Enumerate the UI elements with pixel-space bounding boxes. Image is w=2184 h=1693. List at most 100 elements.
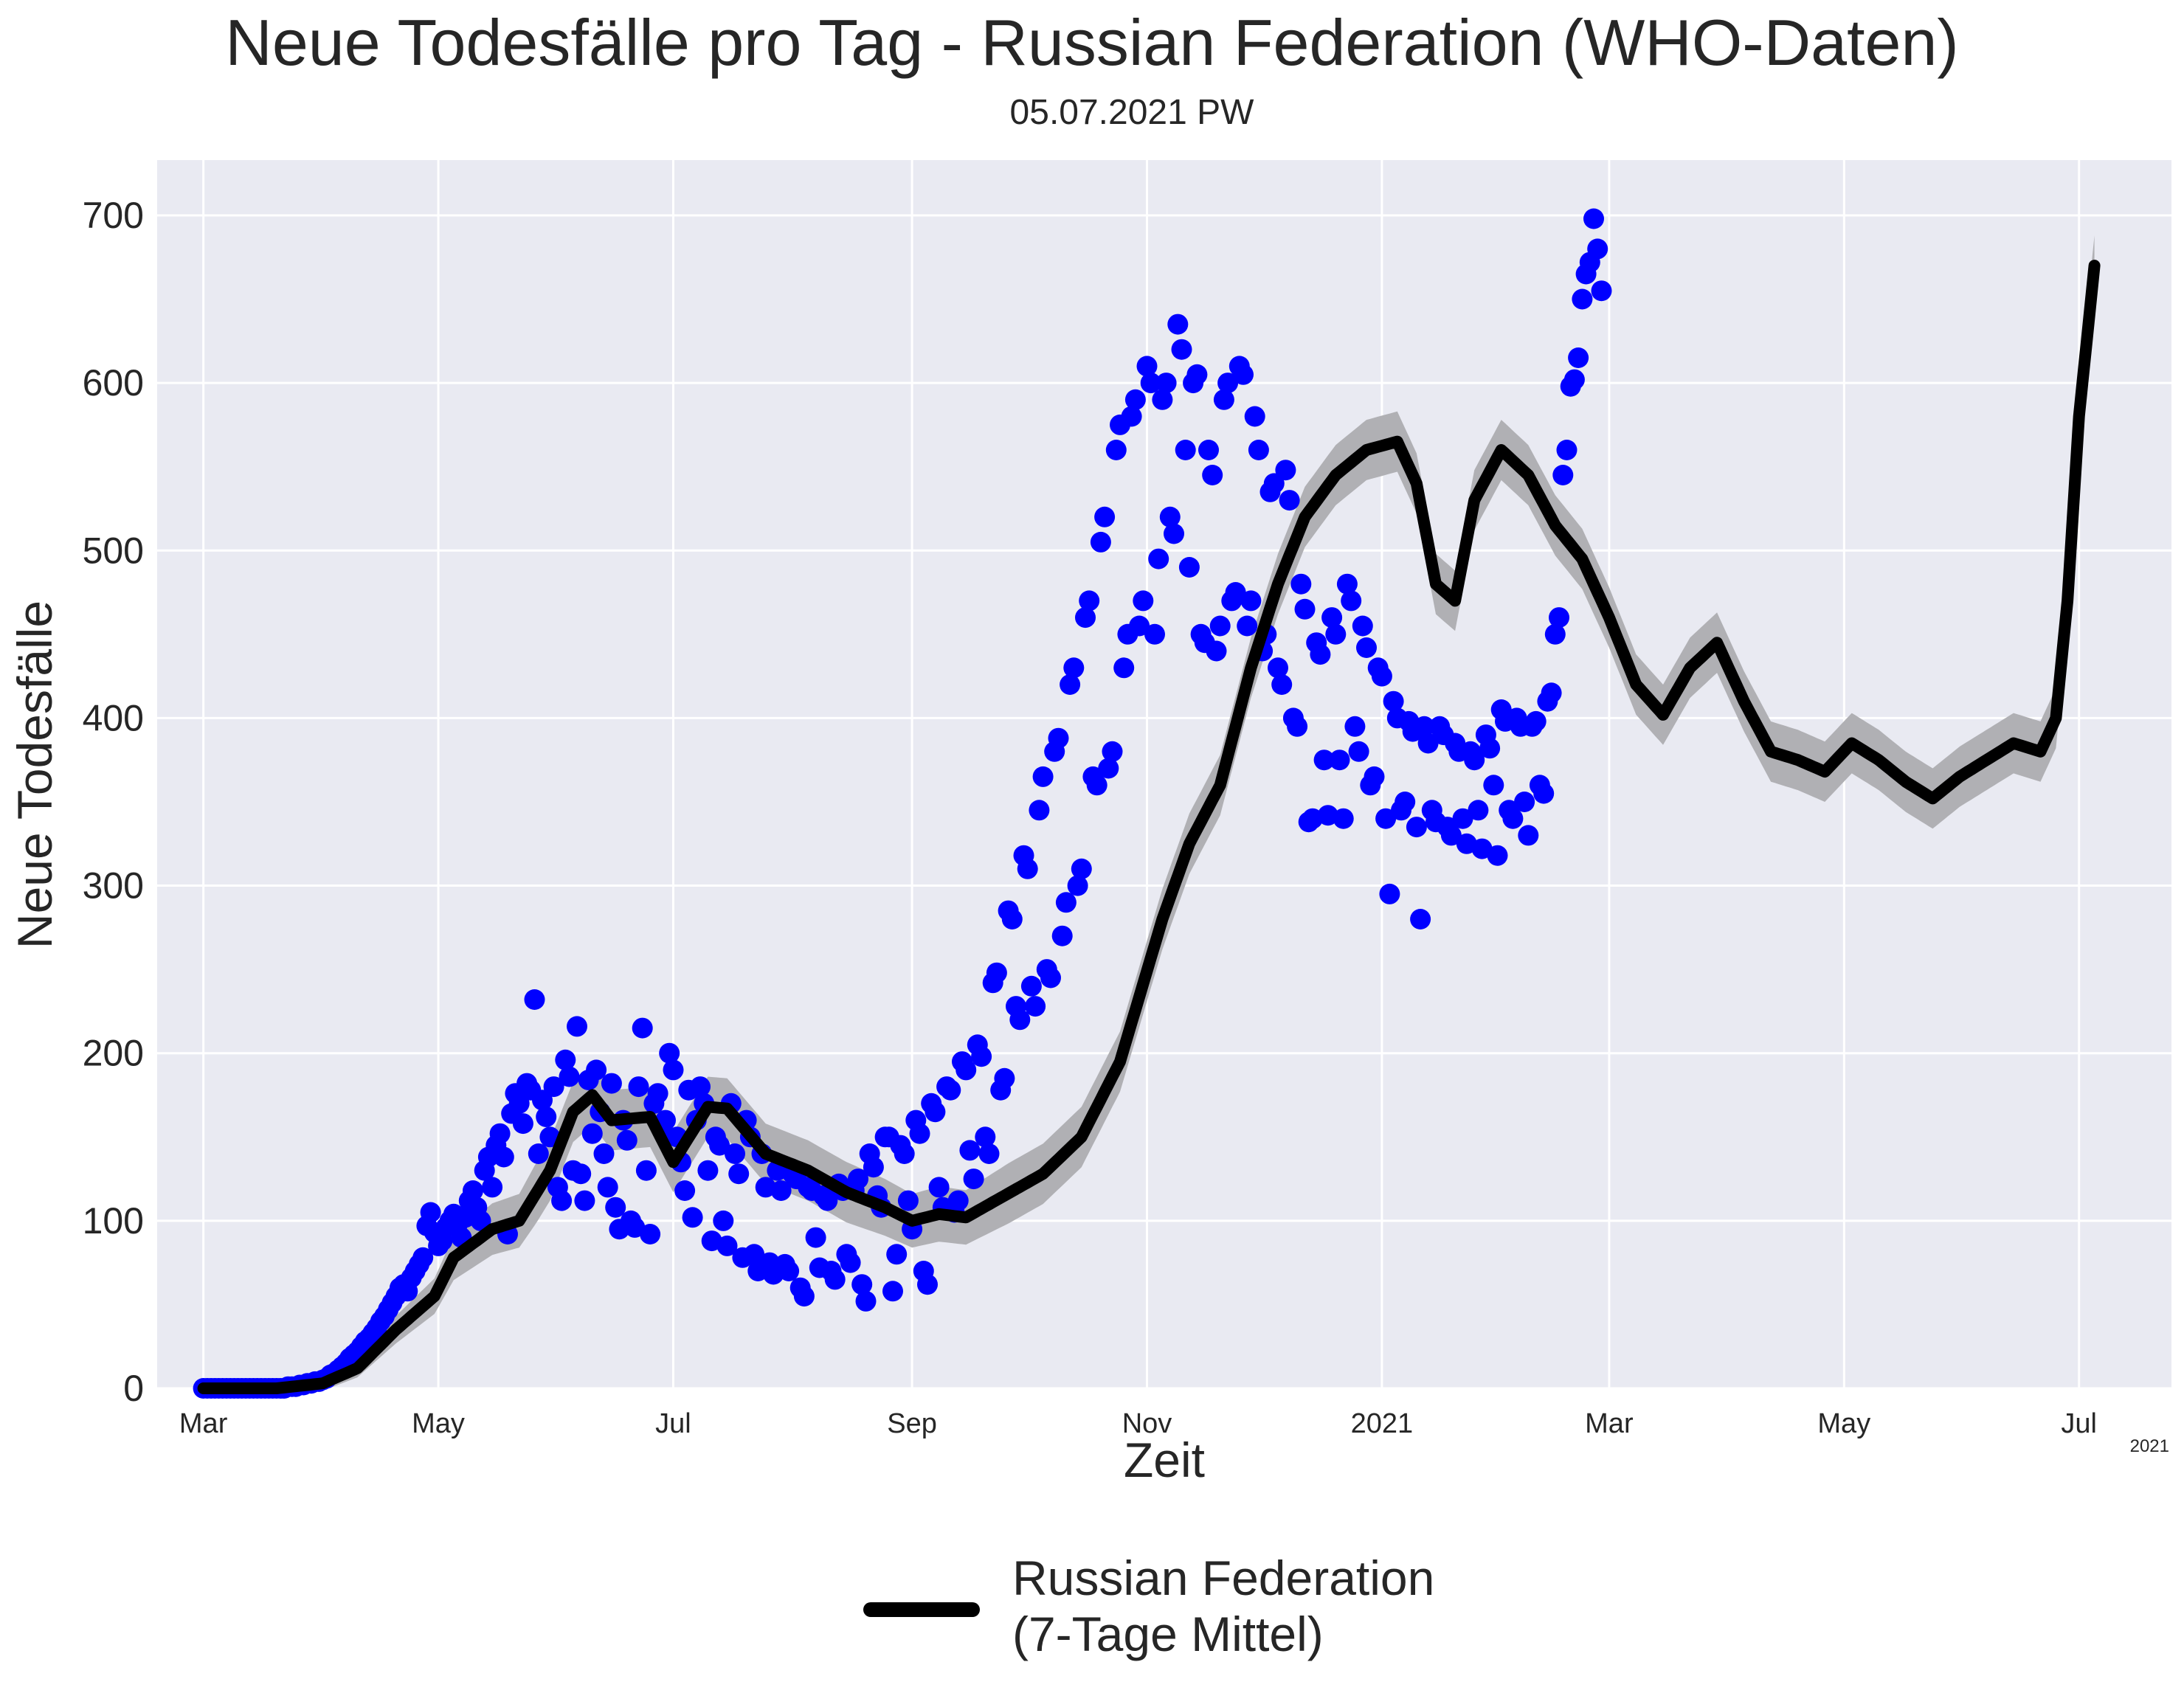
data-point	[1075, 607, 1096, 629]
data-point	[1375, 808, 1397, 829]
data-point	[1001, 909, 1023, 929]
data-point	[1344, 716, 1366, 737]
data-point	[1113, 657, 1135, 679]
y-tick-label: 100	[83, 1200, 144, 1242]
x-tick-label: Jul	[655, 1408, 691, 1439]
data-point	[1352, 615, 1373, 637]
y-tick-label: 600	[83, 362, 144, 404]
data-point	[1159, 506, 1181, 527]
data-point	[848, 1169, 868, 1190]
data-point	[593, 1143, 615, 1164]
data-point	[632, 1017, 653, 1039]
x-tick-label: Jul	[2061, 1408, 2097, 1439]
data-point	[412, 1247, 434, 1268]
data-point	[682, 1207, 703, 1228]
data-point	[489, 1123, 511, 1144]
data-point	[1568, 347, 1589, 368]
legend-label: Russian Federation (7-Tage Mittel)	[1012, 1551, 1434, 1661]
data-point	[1549, 607, 1569, 629]
data-point	[1341, 590, 1362, 612]
data-point	[1563, 369, 1585, 390]
data-point	[1468, 800, 1489, 821]
data-point	[1317, 805, 1338, 826]
data-point	[1329, 749, 1350, 771]
data-point	[713, 1210, 734, 1231]
data-point	[1186, 364, 1208, 385]
data-point	[1233, 364, 1254, 385]
data-point	[1268, 657, 1288, 679]
data-point	[928, 1177, 950, 1198]
data-point	[1152, 389, 1173, 410]
data-point	[1325, 623, 1347, 645]
data-point	[755, 1177, 776, 1198]
data-point	[1040, 967, 1061, 989]
data-point	[1414, 716, 1435, 737]
data-point	[640, 1224, 661, 1244]
data-point	[1029, 800, 1050, 821]
data-point	[971, 1046, 992, 1067]
data-point	[716, 1235, 738, 1256]
data-point	[1225, 582, 1246, 603]
data-point	[940, 1079, 961, 1101]
data-point	[1502, 808, 1524, 829]
data-point	[959, 1140, 981, 1161]
data-point	[597, 1177, 618, 1198]
data-point	[1020, 975, 1042, 997]
data-point	[817, 1190, 838, 1211]
data-point	[524, 989, 545, 1010]
data-point	[1533, 783, 1555, 804]
data-point	[1525, 710, 1547, 732]
y-ticks: 0 100 200 300 400 500 600 700	[83, 195, 144, 1409]
data-point	[1237, 615, 1258, 637]
data-point	[1144, 623, 1165, 645]
data-point	[1275, 460, 1296, 481]
data-point	[1090, 531, 1111, 553]
data-point	[1105, 440, 1127, 460]
data-point	[894, 1143, 915, 1164]
data-point	[512, 1113, 533, 1135]
data-point	[709, 1135, 730, 1156]
data-point	[1198, 440, 1219, 460]
data-point	[1290, 573, 1312, 595]
data-point	[1017, 858, 1038, 879]
data-point	[1102, 741, 1123, 762]
chart-subtitle: 05.07.2021 PW	[1010, 93, 1255, 132]
data-point	[1136, 356, 1158, 377]
data-point	[528, 1143, 549, 1164]
chart-title: Neue Todesfälle pro Tag - Russian Federa…	[225, 6, 1958, 79]
data-point	[1094, 506, 1116, 527]
data-point	[1321, 607, 1343, 629]
data-point	[1129, 615, 1150, 637]
data-point	[1440, 825, 1462, 846]
data-point	[1175, 440, 1196, 460]
data-point	[1336, 573, 1358, 595]
data-point	[1202, 465, 1223, 485]
data-point	[1060, 674, 1081, 695]
data-point	[863, 1157, 884, 1178]
data-point	[1514, 792, 1535, 812]
data-point	[1217, 373, 1239, 394]
x-offset-label: 2021	[2130, 1436, 2169, 1456]
data-point	[1213, 389, 1234, 410]
data-point	[663, 1059, 684, 1081]
data-point	[1518, 825, 1539, 846]
data-point	[1395, 792, 1416, 812]
data-point	[840, 1252, 861, 1273]
data-point	[1140, 373, 1161, 394]
data-point	[1167, 314, 1189, 335]
data-point	[855, 1290, 877, 1312]
data-point	[559, 1066, 580, 1087]
data-point	[493, 1146, 514, 1168]
data-point	[1279, 490, 1300, 511]
data-point	[1364, 766, 1385, 787]
data-point	[1067, 875, 1088, 896]
data-point	[925, 1101, 946, 1123]
data-point	[1544, 623, 1566, 645]
data-point	[647, 1083, 668, 1104]
data-point	[1086, 775, 1107, 796]
x-tick-label: Mar	[179, 1408, 228, 1439]
data-point	[1310, 644, 1331, 665]
y-tick-label: 200	[83, 1033, 144, 1074]
data-point	[1098, 758, 1119, 779]
data-point	[1055, 892, 1077, 913]
